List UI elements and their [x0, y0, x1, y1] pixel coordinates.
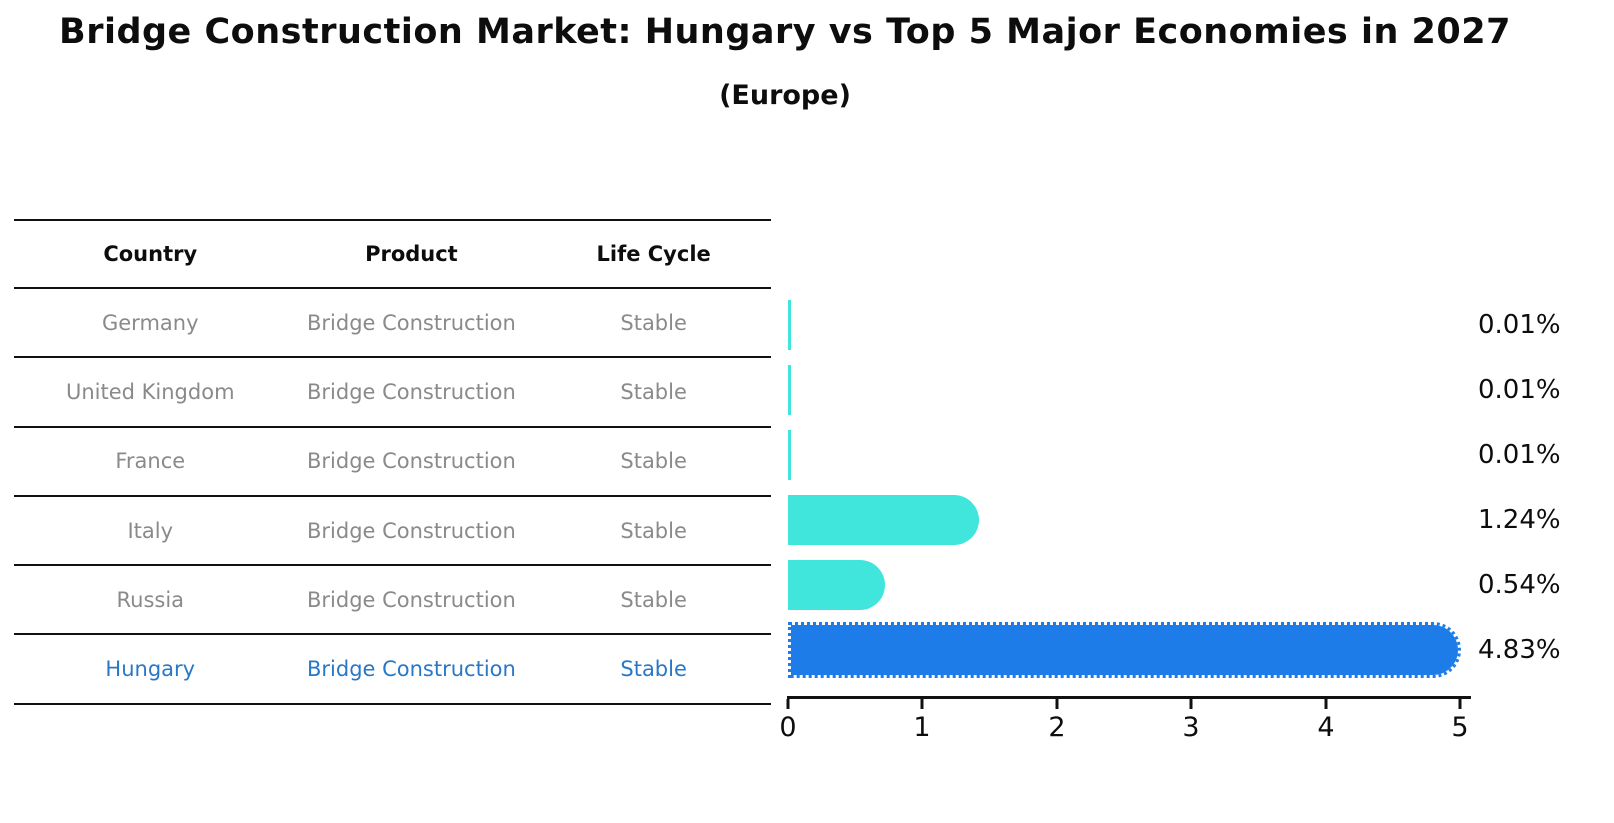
bar-value-label: 4.83%	[1478, 635, 1561, 665]
cell-product: Bridge Construction	[306, 587, 516, 612]
x-axis-tick	[1458, 699, 1462, 709]
cell-life-cycle: Stable	[620, 449, 687, 474]
cell-product: Bridge Construction	[306, 518, 516, 543]
x-axis-tick	[1189, 699, 1193, 709]
table-row: France Bridge Construction Stable	[14, 428, 771, 497]
x-axis-tick-label: 2	[1048, 712, 1066, 743]
table-header-row: Country Product Life Cycle	[14, 221, 771, 289]
bar-value-label: 0.01%	[1478, 440, 1561, 470]
cell-life-cycle: Stable	[620, 310, 687, 335]
chart-title: Bridge Construction Market: Hungary vs T…	[59, 12, 1511, 52]
cell-life-cycle: Stable	[620, 657, 687, 682]
cell-country: Germany	[101, 310, 199, 335]
bar-value-label: 0.01%	[1478, 310, 1561, 340]
x-axis-tick	[1055, 699, 1059, 709]
bar-value-label: 0.54%	[1478, 570, 1561, 600]
table-row: Russia Bridge Construction Stable	[14, 566, 771, 636]
column-header-life-cycle: Life Cycle	[596, 242, 711, 266]
table-row: Italy Bridge Construction Stable	[14, 497, 771, 567]
bar-italy	[788, 495, 979, 545]
bar-russia	[788, 560, 885, 610]
cell-country: Hungary	[105, 657, 196, 682]
x-axis-tick-label: 0	[779, 712, 797, 743]
column-header-country: Country	[103, 242, 198, 266]
cell-product: Bridge Construction	[306, 449, 516, 474]
cell-product: Bridge Construction	[306, 310, 516, 335]
x-axis-tick	[920, 699, 924, 709]
x-axis-tick-label: 4	[1317, 712, 1335, 743]
table-row: Germany Bridge Construction Stable	[14, 289, 771, 359]
table-row: United Kingdom Bridge Construction Stabl…	[14, 358, 771, 428]
x-axis-tick-label: 5	[1451, 712, 1469, 743]
bar-value-label: 0.01%	[1478, 375, 1561, 405]
bar-united-kingdom	[788, 365, 791, 415]
bar-france	[788, 430, 791, 480]
table-row-hungary: Hungary Bridge Construction Stable	[14, 635, 771, 705]
cell-product: Bridge Construction	[306, 657, 516, 682]
cell-life-cycle: Stable	[620, 379, 687, 404]
x-axis-tick	[1324, 699, 1328, 709]
x-axis-tick-label: 1	[913, 712, 931, 743]
chart-subtitle: (Europe)	[719, 80, 851, 111]
x-axis-line	[787, 696, 1471, 699]
bar-value-label: 1.24%	[1478, 505, 1561, 535]
bar-hungary	[788, 622, 1461, 678]
x-axis-tick-label: 3	[1182, 712, 1200, 743]
cell-product: Bridge Construction	[306, 379, 516, 404]
cell-country: France	[115, 449, 186, 474]
x-axis-tick	[786, 699, 790, 709]
cell-life-cycle: Stable	[620, 587, 687, 612]
bar-germany	[788, 300, 791, 350]
cell-country: Russia	[116, 587, 185, 612]
cell-country: Italy	[127, 518, 174, 543]
column-header-product: Product	[365, 242, 458, 266]
country-table: Country Product Life Cycle Germany Bridg…	[14, 219, 771, 705]
cell-country: United Kingdom	[65, 379, 235, 404]
cell-life-cycle: Stable	[620, 518, 687, 543]
